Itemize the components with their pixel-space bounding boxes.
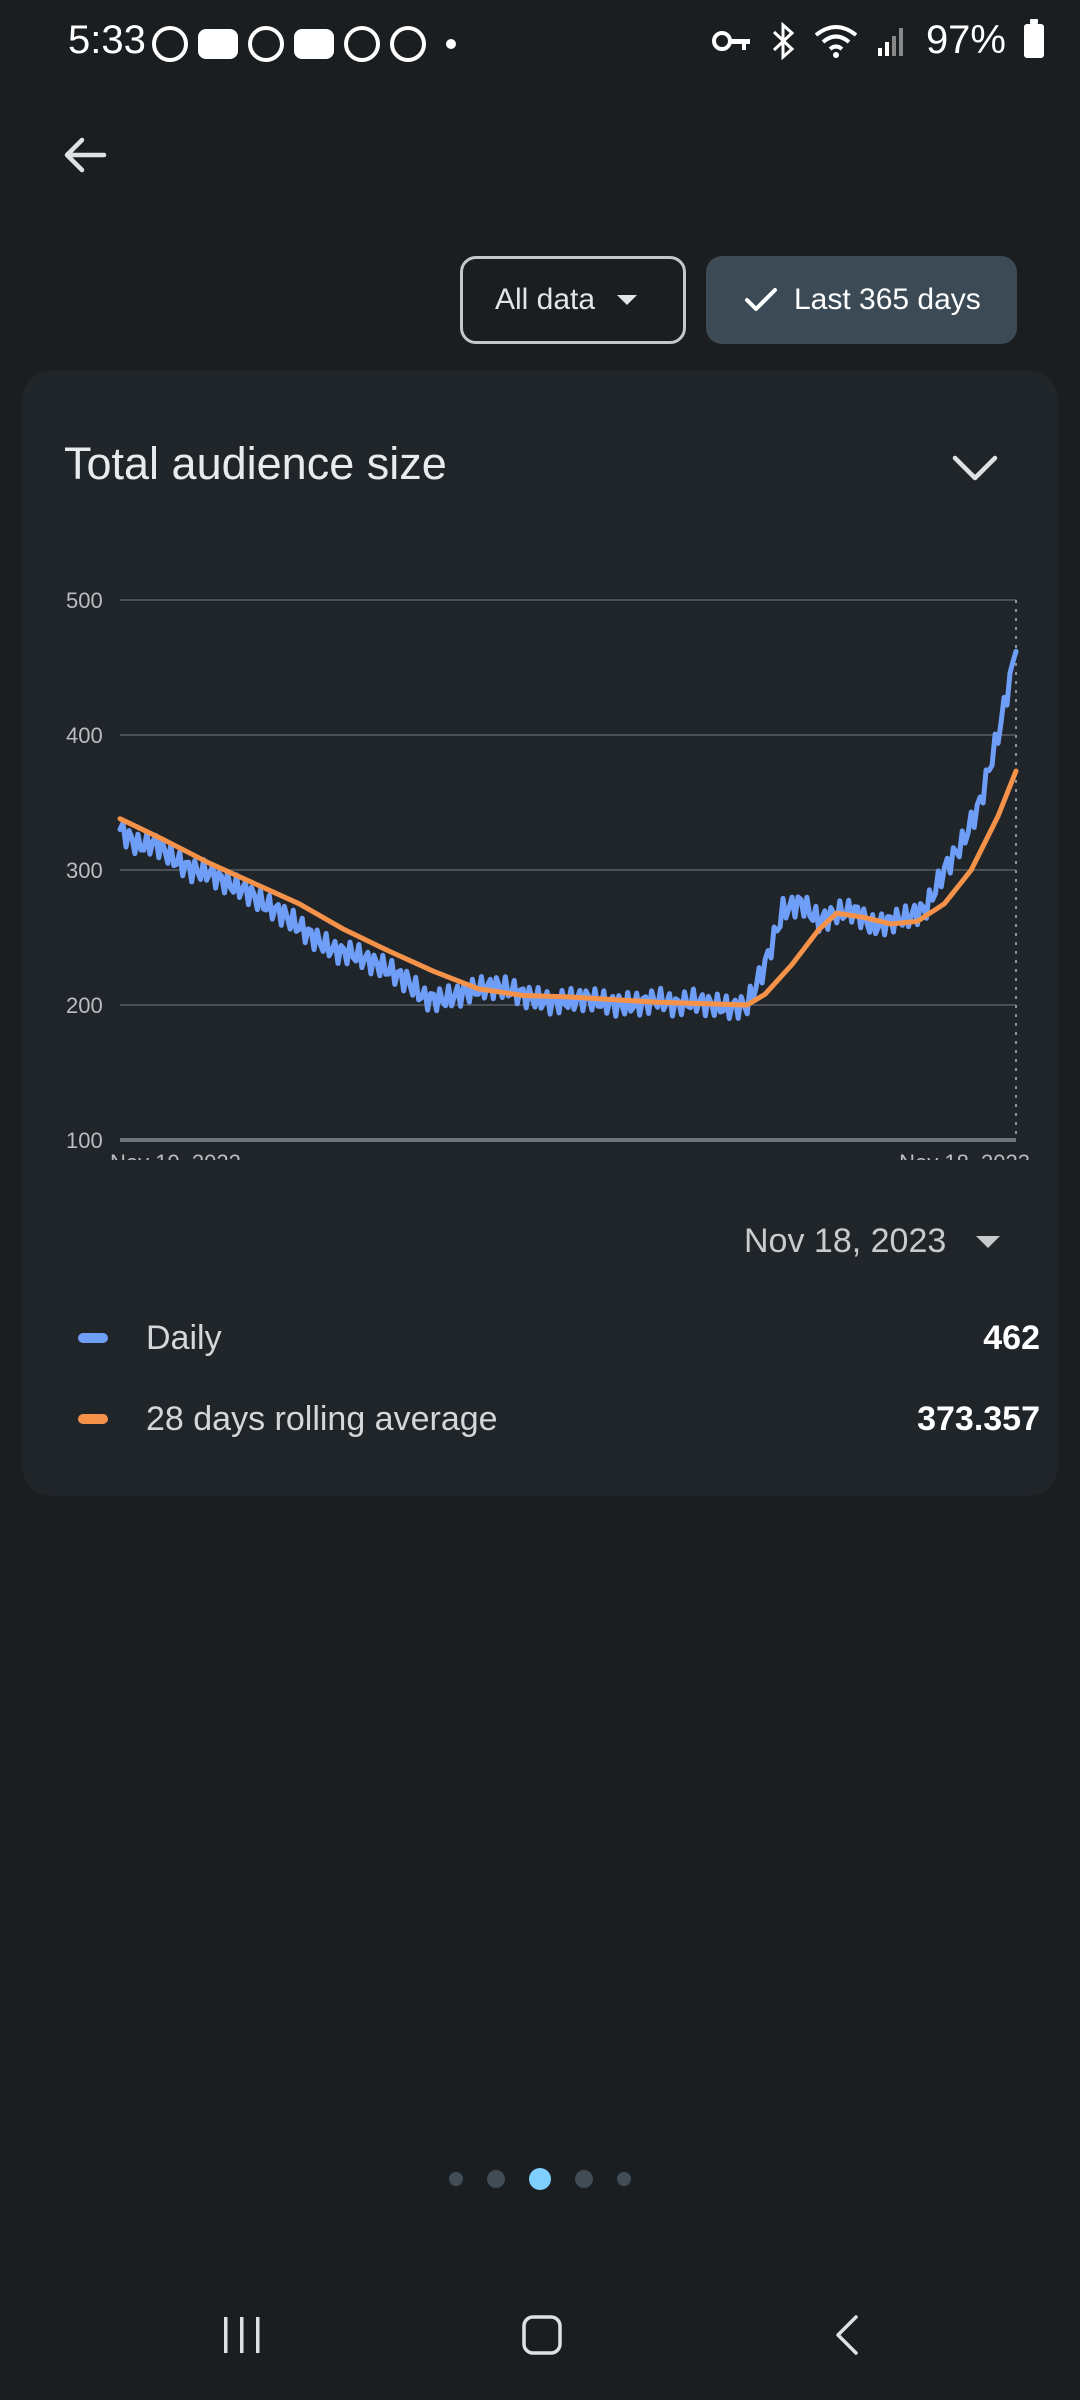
reddit-icon: [344, 26, 380, 62]
last-365-days-chip[interactable]: Last 365 days: [706, 256, 1017, 344]
chart-svg: 500 400 300 200 100 Nov 19, 2022 Nov 18, 2023: [66, 588, 1030, 1175]
audience-chart[interactable]: 500 400 300 200 100 Nov 19, 2022 Nov 18, 2023: [22, 560, 1058, 1175]
more-notifications-dot: [446, 39, 456, 49]
chevron-left-icon: [836, 2315, 858, 2355]
legend-value: 373.357: [917, 1399, 1040, 1438]
signal-icon: [877, 27, 903, 56]
card-title: Total audience size: [64, 438, 447, 489]
kiwi-icon: [152, 26, 188, 62]
arrow-back-icon: [64, 137, 107, 173]
home-button[interactable]: [482, 2290, 602, 2380]
circle-app-icon: [248, 26, 284, 62]
bluetooth-icon: [772, 21, 795, 60]
dropdown-caret-icon: [976, 1235, 1001, 1248]
page-dot[interactable]: [449, 2172, 463, 2186]
voicemail-icon: [294, 29, 334, 59]
checkmark-icon: [745, 288, 777, 311]
page-dot[interactable]: [529, 2168, 551, 2190]
y-tick-label: 100: [66, 1128, 103, 1153]
selected-date: Nov 18, 2023: [744, 1222, 947, 1260]
page-dot[interactable]: [617, 2172, 631, 2186]
notification-icons: [152, 22, 456, 66]
recent-apps-button[interactable]: [182, 2290, 302, 2380]
x-end-label: Nov 18, 2023: [899, 1150, 1030, 1160]
system-back-button[interactable]: [788, 2290, 908, 2380]
page-dot[interactable]: [487, 2170, 505, 2188]
y-tick-label: 400: [66, 723, 103, 748]
system-icons: 97%: [711, 18, 1044, 63]
daily-swatch: [78, 1333, 108, 1343]
legend-label: Daily: [146, 1318, 222, 1357]
recent-apps-icon: [224, 2317, 260, 2353]
daily-series-line: [117, 648, 1019, 1021]
rolling-average-series-line: [117, 768, 1019, 1008]
youtube-icon: [198, 29, 238, 59]
app-icon: [390, 26, 426, 62]
status-bar: 5:33 97%: [0, 0, 1080, 90]
collapse-button[interactable]: [950, 450, 1000, 486]
legend-rolling-average: 28 days rolling average 373.357: [78, 1389, 1040, 1449]
legend-daily: Daily 462: [78, 1308, 1040, 1368]
wifi-icon: [814, 24, 858, 58]
home-icon: [522, 2315, 562, 2355]
x-start-label: Nov 19, 2022: [110, 1150, 241, 1160]
battery-icon: [1024, 18, 1044, 58]
legend-label: 28 days rolling average: [146, 1399, 498, 1438]
status-time: 5:33: [68, 18, 146, 62]
y-tick-label: 500: [66, 588, 103, 613]
last-365-days-label: Last 365 days: [794, 283, 981, 316]
y-tick-label: 200: [66, 993, 103, 1018]
all-data-label: All data: [495, 283, 596, 316]
audience-card: Total audience size 500 400 300 200 100 Nov 1…: [22, 370, 1058, 1496]
y-tick-label: 300: [66, 858, 103, 883]
legend-value: 462: [983, 1318, 1040, 1357]
chevron-down-icon: [952, 455, 998, 481]
page-indicator[interactable]: [0, 2168, 1080, 2190]
vpn-key-icon: [711, 30, 750, 51]
all-data-dropdown[interactable]: All data: [460, 256, 686, 344]
dropdown-caret-icon: [617, 295, 638, 305]
page-dot[interactable]: [575, 2170, 593, 2188]
rolling-average-swatch: [78, 1414, 108, 1424]
navigation-bar: [0, 2290, 1080, 2380]
back-button[interactable]: [60, 130, 130, 190]
battery-percent: 97%: [925, 18, 1006, 62]
date-selector[interactable]: Nov 18, 2023: [744, 1222, 1001, 1261]
